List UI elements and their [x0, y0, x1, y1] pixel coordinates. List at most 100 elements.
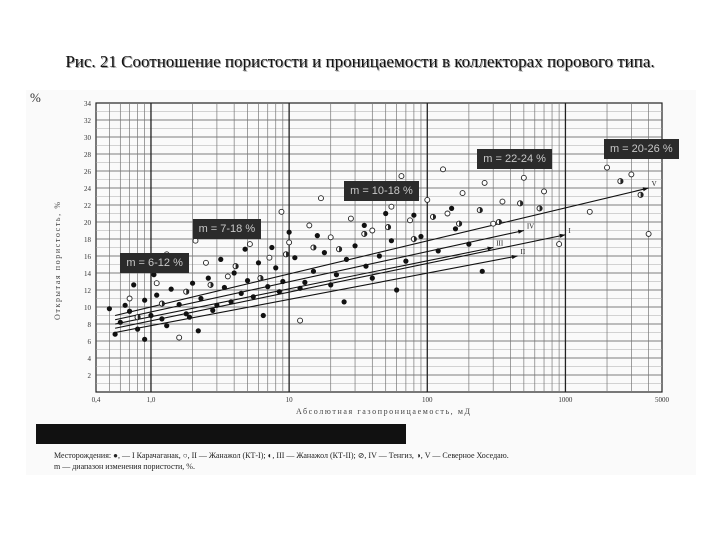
y-tick-label: 26 — [84, 168, 92, 176]
data-point-filled — [134, 326, 141, 332]
data-point-filled — [260, 312, 266, 319]
legend: Месторождения: ●, — I Карачаганак, ○, II… — [54, 450, 654, 472]
y-tick-label: 30 — [84, 134, 92, 142]
range-label: m = 20-26 % — [603, 138, 679, 159]
data-point-half-fill — [520, 200, 523, 206]
data-point-filled — [244, 278, 251, 284]
data-point-filled — [435, 248, 441, 254]
y-tick-label: 34 — [84, 100, 92, 108]
data-point-filled — [383, 210, 389, 217]
trend-arrow — [517, 229, 524, 234]
trend-line — [114, 187, 649, 317]
y-tick-label: 10 — [84, 304, 92, 312]
data-point-filled — [394, 287, 400, 293]
trend-line — [115, 255, 518, 334]
data-point-filled — [159, 316, 165, 322]
y-axis-label: Открытая пористость, % — [53, 200, 62, 320]
data-point-filled — [126, 308, 133, 314]
data-point-open — [424, 196, 431, 203]
data-point-half-fill — [210, 282, 214, 288]
legend-m-line: m — диапазон изменения пористости, %. — [54, 462, 195, 471]
data-point-half-fill — [161, 301, 165, 307]
data-point-open — [645, 230, 652, 237]
data-point-filled — [292, 255, 298, 261]
data-point-open — [586, 208, 593, 215]
x-tick-label: 100 — [422, 396, 433, 404]
data-point-open — [407, 217, 413, 224]
data-point-filled — [352, 243, 358, 249]
y-tick-label: 8 — [88, 321, 92, 329]
range-label: m = 7-18 % — [192, 218, 262, 239]
data-point-filled — [238, 290, 244, 296]
data-point-half-fill — [459, 221, 462, 227]
trend-arrow — [559, 233, 566, 238]
trend-line-label: III — [496, 240, 504, 248]
data-point-filled — [255, 260, 262, 266]
data-point-filled — [286, 229, 292, 235]
data-point-filled — [210, 307, 216, 313]
data-point-half-fill — [186, 289, 189, 295]
data-point-filled — [269, 244, 275, 251]
data-point-open — [556, 241, 563, 248]
x-tick-label: 10 — [286, 396, 294, 404]
data-point-half-fill — [539, 205, 543, 211]
y-tick-label: 6 — [88, 338, 92, 346]
data-point-filled — [341, 299, 347, 305]
y-tick-label: 20 — [84, 219, 92, 227]
data-point-open — [318, 195, 324, 202]
data-point-filled — [205, 275, 211, 281]
data-point-half-fill — [433, 214, 436, 220]
data-point-open — [246, 241, 253, 248]
data-point-filled — [176, 301, 182, 308]
y-tick-label: 2 — [88, 372, 92, 380]
data-point-filled — [164, 323, 170, 329]
data-point-filled — [189, 280, 196, 286]
data-point-half-fill — [640, 192, 644, 198]
data-point-filled — [302, 279, 308, 285]
x-tick-label: 0,4 — [92, 396, 101, 404]
data-point-half-fill — [388, 224, 391, 230]
data-point-filled — [418, 233, 424, 240]
data-point-filled — [148, 312, 154, 319]
data-point-open — [459, 190, 466, 197]
trend-arrow — [511, 255, 518, 260]
x-axis-label: Абсолютная газопроницаемость, мД — [296, 407, 472, 416]
data-point-half-fill — [479, 207, 483, 213]
trend-line-label: IV — [527, 223, 534, 231]
data-point-half-fill — [498, 219, 502, 225]
data-point-half-fill — [620, 178, 624, 184]
trend-line-label: I — [568, 227, 571, 235]
data-point-filled — [195, 328, 201, 334]
data-point-filled — [265, 284, 271, 290]
data-point-open — [398, 173, 405, 180]
scan-corner-mark: % — [30, 90, 41, 105]
data-point-half-fill — [260, 275, 264, 281]
data-point-filled — [403, 258, 409, 264]
trend-line-label: V — [652, 180, 657, 188]
data-point-filled — [142, 336, 148, 342]
data-point-open — [490, 220, 497, 227]
data-point-open — [297, 317, 304, 324]
data-point-filled — [214, 302, 220, 308]
data-point-filled — [117, 319, 123, 325]
data-point-open — [520, 174, 527, 181]
data-point-open — [541, 188, 547, 195]
data-point-open — [126, 295, 133, 302]
data-point-half-fill — [339, 246, 342, 252]
data-point-filled — [168, 286, 174, 292]
data-point-filled — [466, 241, 472, 247]
data-point-filled — [411, 212, 417, 218]
data-point-filled — [112, 331, 118, 337]
data-point-open — [203, 259, 209, 266]
data-point-half-fill — [286, 251, 289, 257]
y-tick-label: 32 — [84, 117, 92, 125]
data-point-filled — [183, 311, 189, 317]
trend-line — [114, 229, 524, 321]
data-point-half-fill — [364, 231, 367, 237]
data-point-open — [388, 203, 395, 210]
data-point-open — [153, 280, 160, 287]
y-tick-label: 14 — [84, 270, 92, 278]
data-point-filled — [154, 292, 160, 298]
y-tick-label: 4 — [88, 355, 92, 363]
data-point-open — [306, 222, 313, 229]
